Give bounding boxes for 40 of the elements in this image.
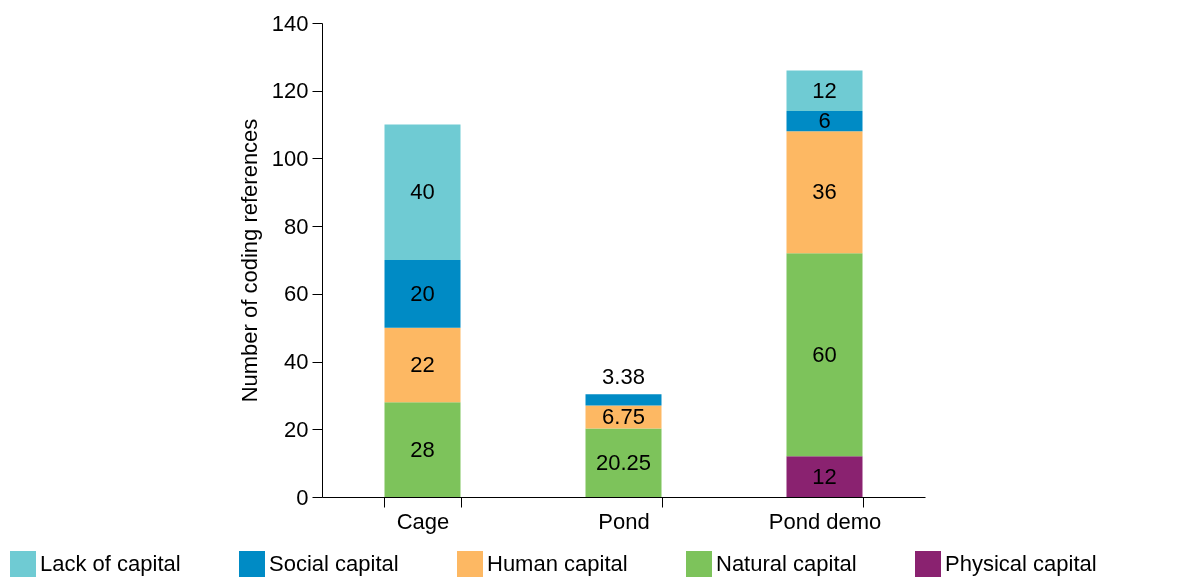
- data-label: 6: [818, 108, 831, 134]
- legend-label: Human capital: [487, 551, 628, 576]
- bar: [384, 260, 461, 328]
- data-label: 3.38: [602, 364, 645, 390]
- bar: [786, 111, 863, 132]
- bar: [384, 327, 461, 403]
- y-axis-title: Number of coding references: [236, 118, 262, 403]
- bar: [786, 70, 863, 112]
- y-tick-label: 60: [284, 281, 309, 307]
- bar: [786, 253, 863, 457]
- bar: [585, 394, 662, 406]
- bar: [786, 456, 863, 497]
- data-label: 20: [410, 280, 435, 306]
- x-tick-label: Pond: [598, 508, 650, 534]
- bar: [384, 124, 461, 260]
- data-label: 40: [410, 179, 435, 205]
- data-label: 6.75: [602, 404, 645, 430]
- bar: [786, 131, 863, 254]
- x-tick-label: Pond demo: [768, 508, 882, 534]
- data-label: 60: [812, 341, 837, 367]
- y-tick-label: 120: [271, 78, 309, 104]
- data-label: 36: [812, 179, 837, 205]
- y-tick-label: 40: [284, 349, 309, 375]
- data-label: 12: [812, 463, 837, 489]
- legend-label: Physical capital: [945, 551, 1097, 576]
- y-tick-label: 100: [271, 145, 309, 171]
- data-label: 12: [812, 77, 837, 103]
- x-tick-label: Cage: [396, 508, 450, 534]
- data-label: 28: [410, 436, 435, 462]
- y-tick-label: 80: [284, 213, 309, 239]
- data-label: 22: [410, 351, 435, 377]
- legend-label: Social capital: [269, 551, 399, 576]
- bar: [384, 402, 461, 497]
- y-tick-label: 0: [296, 484, 309, 510]
- y-tick-label: 20: [284, 416, 309, 442]
- bar: [585, 428, 662, 497]
- data-label: 20.25: [595, 449, 652, 475]
- legend-label: Lack of capital: [40, 551, 181, 576]
- y-tick-label: 140: [271, 10, 309, 36]
- legend-label: Natural capital: [716, 551, 857, 576]
